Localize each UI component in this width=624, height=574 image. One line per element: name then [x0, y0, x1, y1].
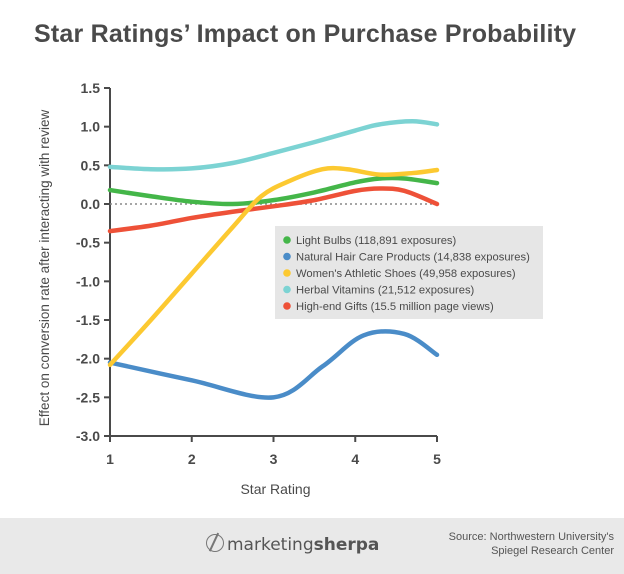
legend-entry: Light Bulbs (118,891 exposures): [296, 235, 457, 247]
brand-logo: marketingsherpa: [206, 532, 379, 555]
legend-marker: [283, 285, 291, 294]
x-tick-label: 5: [433, 451, 441, 467]
series-line-natural-hair-care-products: [107, 329, 440, 400]
legend-marker: [283, 236, 291, 244]
chart-title: Star Ratings’ Impact on Purchase Probabi…: [34, 20, 577, 48]
y-axis-label: Effect on conversion rate after interact…: [37, 110, 52, 427]
x-tick-label: 3: [270, 451, 278, 467]
series-line-high-end-gifts: [107, 186, 440, 234]
series-line-light-bulbs: [107, 175, 440, 207]
y-tick-label: 1.5: [81, 80, 101, 96]
source-line-1: Source: Northwestern University's: [448, 531, 614, 543]
legend-entry: Women's Athletic Shoes (49,958 exposures…: [296, 268, 516, 280]
y-tick-label: -3.0: [76, 428, 100, 444]
x-tick-label: 4: [351, 451, 359, 467]
y-tick-label: 0.0: [81, 196, 101, 212]
sherpa-logo-icon: [206, 534, 224, 552]
y-tick-label: -0.5: [76, 235, 100, 251]
x-tick-label: 1: [106, 451, 114, 467]
legend-entry: High-end Gifts (15.5 million page views): [296, 301, 494, 313]
series-line-herbal-vitamins: [107, 119, 440, 172]
source-note: Source: Northwestern University's Spiege…: [449, 530, 614, 558]
brand-prefix: marketing: [227, 535, 314, 555]
y-tick-label: -2.0: [76, 351, 100, 367]
x-axis-label: Star Rating: [240, 481, 310, 497]
footer: marketingsherpa Source: Northwestern Uni…: [0, 518, 624, 574]
legend-marker: [283, 252, 291, 261]
legend-entry: Herbal Vitamins (21,512 exposures): [296, 285, 475, 297]
line-chart: 1.5 1.0 0.5 0.0 -0.5 -1.0 -1.5 -2.0 -2.5 -3.0 1 2 3 4…: [37, 80, 543, 497]
source-line-2: Spiegel Research Center: [491, 545, 614, 557]
legend-entry: Natural Hair Care Products (14,838 expos…: [296, 252, 530, 264]
series-line-women-s-athletic-shoes: [107, 165, 440, 368]
x-tick-label: 2: [188, 451, 196, 467]
brand-bold: sherpa: [313, 535, 380, 555]
legend-box: [275, 226, 543, 319]
y-tick-label: -1.5: [76, 312, 100, 328]
y-tick-label: -2.5: [76, 389, 100, 405]
y-tick-label: 0.5: [81, 157, 101, 173]
legend-marker: [283, 302, 291, 310]
legend-marker: [283, 269, 291, 277]
y-tick-label: -1.0: [76, 273, 100, 289]
y-tick-label: 1.0: [81, 119, 101, 135]
